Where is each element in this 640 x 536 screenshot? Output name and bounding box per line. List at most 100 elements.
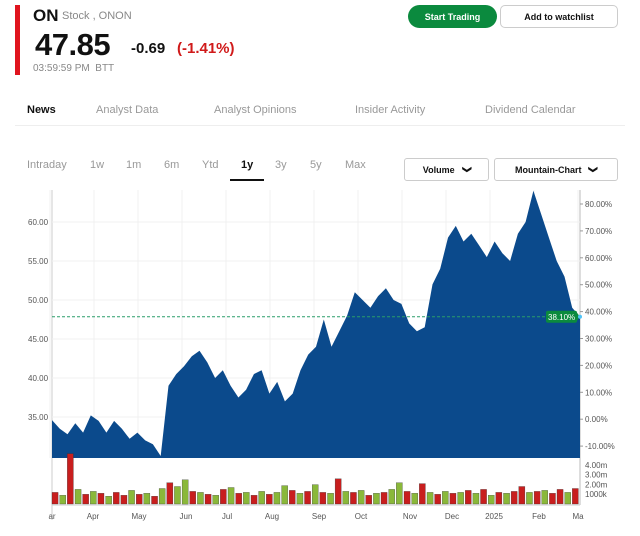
range-6m[interactable]: 6m bbox=[164, 159, 180, 171]
last-pct-label: 38.10% bbox=[548, 313, 575, 322]
volume-bar bbox=[434, 494, 441, 505]
volume-bar bbox=[158, 488, 166, 505]
volume-bar bbox=[220, 489, 227, 505]
tab-analyst-opinions[interactable]: Analyst Opinions bbox=[214, 104, 297, 116]
pct-tick: 0.00% bbox=[585, 415, 608, 424]
price-change: -0.69 bbox=[131, 40, 166, 57]
volume-bar bbox=[113, 492, 120, 505]
x-tick: Aug bbox=[265, 512, 279, 521]
pct-tick: -10.00% bbox=[585, 442, 615, 451]
volume-bar bbox=[136, 494, 143, 505]
range-5y[interactable]: 5y bbox=[310, 159, 322, 171]
volume-bar bbox=[97, 493, 105, 505]
x-tick: Oct bbox=[355, 512, 368, 521]
pct-tick: 20.00% bbox=[585, 361, 612, 370]
x-tick: Sep bbox=[312, 512, 327, 521]
volume-bar bbox=[174, 486, 181, 505]
time-text: 03:59:59 PM bbox=[33, 63, 90, 74]
volume-bar bbox=[319, 492, 327, 505]
volume-bar bbox=[189, 491, 196, 505]
range-intraday[interactable]: Intraday bbox=[27, 159, 67, 171]
x-tick: Nov bbox=[403, 512, 417, 521]
volume-bar bbox=[82, 494, 89, 505]
volume-bar bbox=[227, 487, 235, 505]
range-ytd[interactable]: Ytd bbox=[202, 159, 219, 171]
volume-bar bbox=[442, 491, 449, 505]
volume-dropdown[interactable]: Volume ❯ bbox=[404, 158, 489, 181]
section-tabs: News Analyst Data Analyst Opinions Insid… bbox=[15, 96, 625, 126]
volume-bar bbox=[419, 483, 426, 505]
last-pct-badge bbox=[546, 310, 577, 323]
exchange-text: BTT bbox=[95, 63, 115, 74]
price-tick: 35.00 bbox=[28, 413, 49, 422]
range-1m[interactable]: 1m bbox=[126, 159, 142, 171]
volume-bar bbox=[243, 492, 250, 505]
volume-bar bbox=[342, 491, 350, 505]
volume-bar bbox=[266, 494, 273, 505]
x-tick: May bbox=[131, 512, 146, 521]
tab-analyst-data[interactable]: Analyst Data bbox=[96, 104, 159, 116]
range-max[interactable]: Max bbox=[345, 159, 366, 171]
volume-bar bbox=[296, 493, 304, 505]
volume-bar bbox=[465, 490, 472, 505]
x-tick: Jun bbox=[180, 512, 193, 521]
pct-tick: 40.00% bbox=[585, 308, 612, 317]
start-trading-button[interactable]: Start Trading bbox=[408, 5, 497, 28]
volume-bar bbox=[74, 489, 82, 505]
chart-type-dropdown[interactable]: Mountain-Chart ❯ bbox=[494, 158, 618, 181]
volume-bar bbox=[197, 492, 204, 505]
volume-bar bbox=[373, 493, 380, 505]
volume-bar bbox=[250, 495, 258, 505]
price-area bbox=[52, 190, 580, 459]
volume-bar bbox=[549, 493, 556, 505]
pct-tick: 70.00% bbox=[585, 227, 612, 236]
volume-bar bbox=[312, 484, 319, 505]
volume-bar bbox=[105, 496, 112, 505]
pct-tick: 30.00% bbox=[585, 335, 612, 344]
volume-dropdown-label: Volume bbox=[422, 164, 455, 175]
volume-bar bbox=[480, 489, 487, 505]
volume-bar bbox=[488, 495, 495, 505]
range-3y[interactable]: 3y bbox=[275, 159, 287, 171]
price-tick: 50.00 bbox=[28, 296, 49, 305]
volume-bar bbox=[59, 495, 66, 505]
volume-bar bbox=[151, 496, 158, 505]
volume-bar bbox=[365, 495, 372, 505]
price-tick: 55.00 bbox=[28, 257, 49, 266]
x-tick: Feb bbox=[532, 512, 546, 521]
volume-bar bbox=[518, 486, 526, 505]
price-tick: 45.00 bbox=[28, 335, 49, 344]
ticker-symbol: ON bbox=[33, 6, 59, 25]
volume-tick: 3.00m bbox=[585, 471, 608, 480]
volume-bar bbox=[143, 493, 151, 505]
x-tick: Dec bbox=[445, 512, 459, 521]
volume-bar bbox=[350, 492, 357, 505]
range-1w[interactable]: 1w bbox=[90, 159, 105, 171]
volume-bar bbox=[281, 485, 288, 505]
add-to-watchlist-button[interactable]: Add to watchlist bbox=[500, 5, 618, 28]
volume-bar bbox=[564, 492, 571, 505]
volume-bar bbox=[166, 482, 174, 505]
volume-tick: 2.00m bbox=[585, 480, 608, 489]
tab-dividend-calendar[interactable]: Dividend Calendar bbox=[485, 104, 576, 116]
volume-bar bbox=[235, 493, 242, 505]
volume-bar bbox=[289, 490, 296, 505]
tab-news[interactable]: News bbox=[27, 104, 56, 116]
x-tick: 2025 bbox=[485, 512, 503, 521]
volume-bar bbox=[273, 492, 281, 505]
quote-time: 03:59:59 PM BTT bbox=[33, 63, 114, 74]
price-tick: 40.00 bbox=[28, 374, 49, 383]
volume-bar bbox=[472, 493, 480, 505]
range-1y[interactable]: 1y bbox=[241, 159, 254, 171]
ticker-subtitle: Stock , ONON bbox=[62, 10, 132, 22]
volume-bar bbox=[411, 493, 418, 505]
volume-bar bbox=[67, 453, 74, 505]
volume-bar bbox=[51, 492, 59, 505]
volume-bar bbox=[495, 492, 503, 505]
volume-bar bbox=[304, 491, 311, 505]
pct-tick: 80.00% bbox=[585, 200, 612, 209]
tab-insider-activity[interactable]: Insider Activity bbox=[355, 104, 426, 116]
x-tick: Ma bbox=[572, 512, 584, 521]
last-price: 47.85 bbox=[35, 27, 111, 62]
